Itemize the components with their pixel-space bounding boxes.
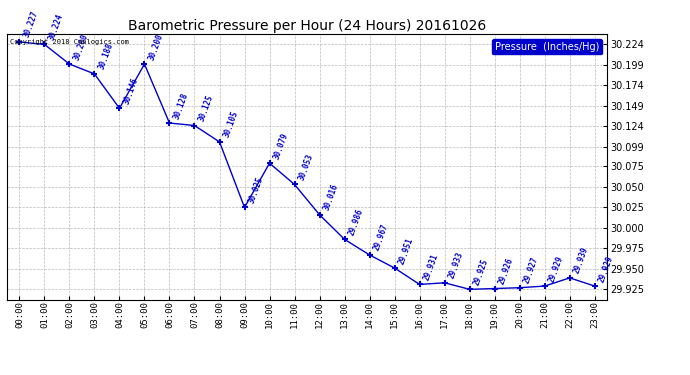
- Pressure  (Inches/Hg): [491, 286, 499, 291]
- Text: 30.188: 30.188: [97, 42, 115, 71]
- Pressure  (Inches/Hg): [190, 123, 199, 128]
- Text: 30.200: 30.200: [72, 32, 90, 61]
- Pressure  (Inches/Hg): [40, 42, 48, 46]
- Pressure  (Inches/Hg): [591, 284, 599, 288]
- Pressure  (Inches/Hg): [366, 253, 374, 257]
- Text: 29.951: 29.951: [397, 236, 415, 265]
- Text: 29.986: 29.986: [347, 207, 365, 237]
- Text: 30.200: 30.200: [147, 32, 165, 61]
- Text: 30.227: 30.227: [22, 10, 40, 39]
- Text: 30.125: 30.125: [197, 94, 215, 123]
- Pressure  (Inches/Hg): [440, 280, 449, 285]
- Title: Barometric Pressure per Hour (24 Hours) 20161026: Barometric Pressure per Hour (24 Hours) …: [128, 19, 486, 33]
- Text: 30.146: 30.146: [122, 76, 140, 105]
- Pressure  (Inches/Hg): [66, 62, 74, 66]
- Pressure  (Inches/Hg): [266, 161, 274, 165]
- Text: 30.079: 30.079: [273, 131, 290, 160]
- Pressure  (Inches/Hg): [140, 62, 148, 66]
- Text: 30.025: 30.025: [247, 176, 265, 205]
- Pressure  (Inches/Hg): [566, 276, 574, 280]
- Text: 29.926: 29.926: [497, 256, 515, 286]
- Text: 29.929: 29.929: [547, 254, 565, 283]
- Pressure  (Inches/Hg): [340, 237, 348, 242]
- Text: 29.933: 29.933: [447, 251, 465, 280]
- Text: Copyright 2018 Canlogics.com: Copyright 2018 Canlogics.com: [10, 39, 129, 45]
- Text: 29.927: 29.927: [522, 256, 540, 285]
- Pressure  (Inches/Hg): [166, 121, 174, 125]
- Pressure  (Inches/Hg): [90, 72, 99, 76]
- Pressure  (Inches/Hg): [315, 213, 324, 217]
- Text: 30.224: 30.224: [47, 12, 65, 42]
- Pressure  (Inches/Hg): [415, 282, 424, 286]
- Pressure  (Inches/Hg): [391, 266, 399, 270]
- Pressure  (Inches/Hg): [290, 182, 299, 187]
- Text: 30.105: 30.105: [222, 110, 240, 139]
- Pressure  (Inches/Hg): [240, 205, 248, 210]
- Pressure  (Inches/Hg): [466, 287, 474, 292]
- Text: 29.939: 29.939: [573, 246, 591, 275]
- Pressure  (Inches/Hg): [215, 140, 224, 144]
- Pressure  (Inches/Hg): [15, 40, 23, 44]
- Text: 30.128: 30.128: [172, 91, 190, 120]
- Legend: Pressure  (Inches/Hg): Pressure (Inches/Hg): [492, 39, 602, 54]
- Text: 30.016: 30.016: [322, 183, 340, 212]
- Pressure  (Inches/Hg): [540, 284, 549, 288]
- Text: 30.053: 30.053: [297, 153, 315, 182]
- Text: 29.925: 29.925: [473, 257, 491, 286]
- Text: 29.929: 29.929: [598, 254, 615, 283]
- Pressure  (Inches/Hg): [515, 285, 524, 290]
- Text: 29.931: 29.931: [422, 252, 440, 282]
- Line: Pressure  (Inches/Hg): Pressure (Inches/Hg): [16, 39, 598, 293]
- Text: 29.967: 29.967: [373, 223, 391, 252]
- Pressure  (Inches/Hg): [115, 106, 124, 111]
